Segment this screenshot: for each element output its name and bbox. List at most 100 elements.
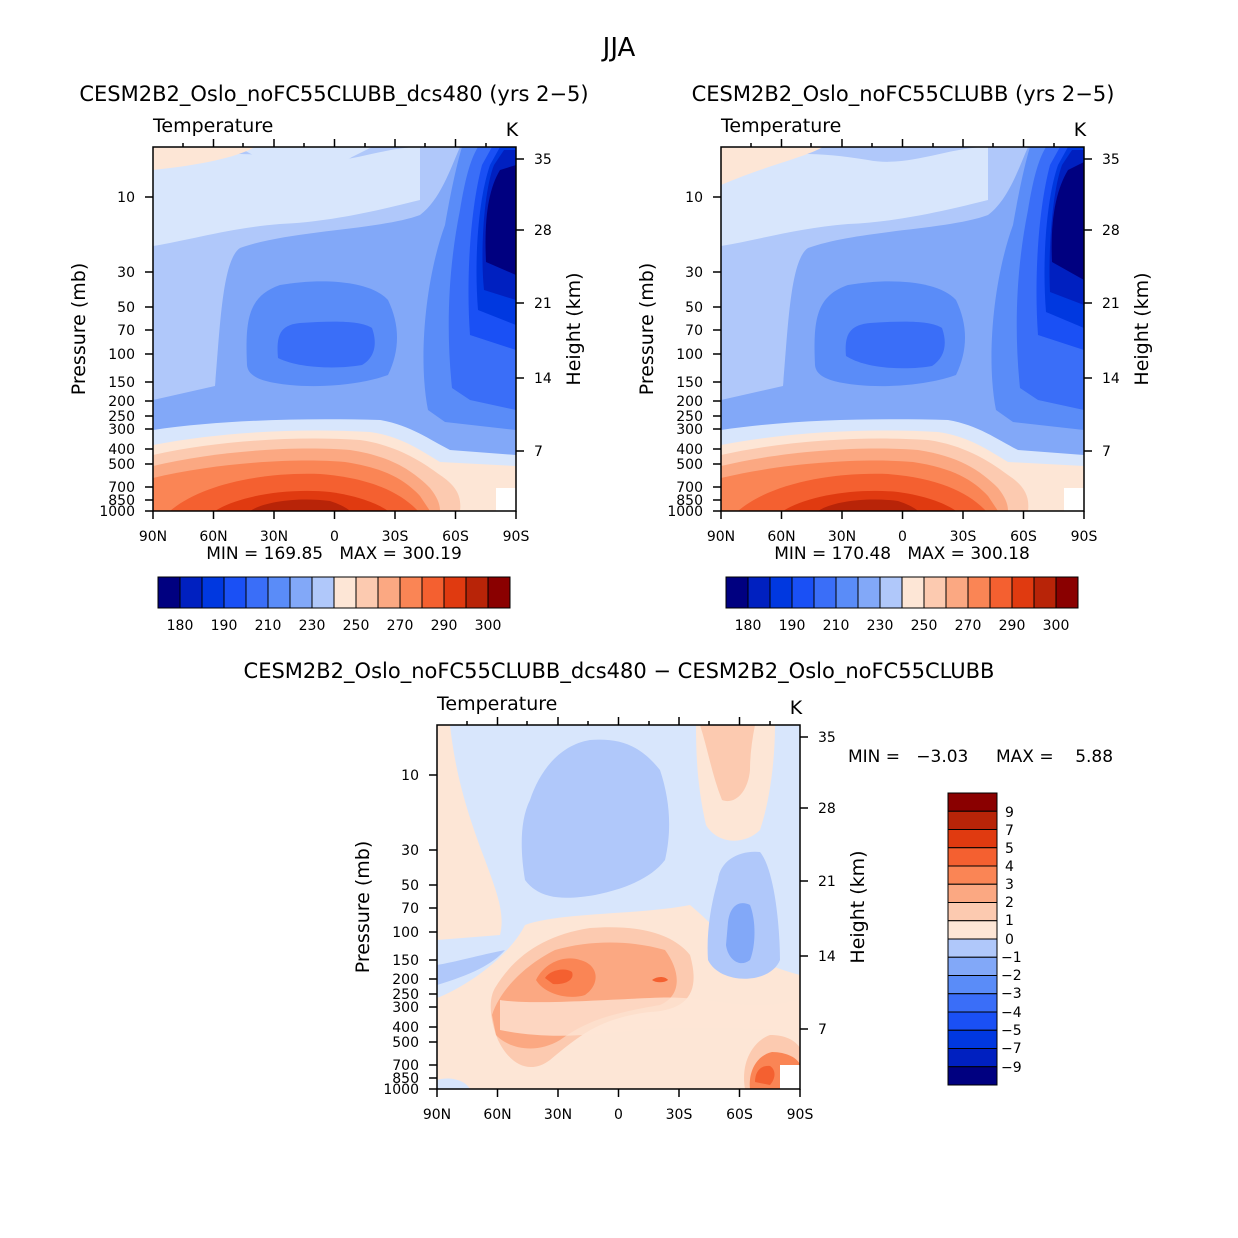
colorbar-box — [835, 576, 859, 609]
panel-a-x-tick-labels: 90N 60N 30N 0 30S 60S 90S — [139, 529, 530, 545]
panel-b: CESM2B2_Oslo_noFC55CLUBB (yrs 2−5) Tempe… — [636, 82, 1153, 634]
colorbar-label: −4 — [1001, 1005, 1022, 1021]
colorbar-box — [989, 576, 1013, 609]
y-tick-label: 300 — [108, 422, 135, 438]
colorbar-box — [813, 576, 837, 609]
y-right-tick-label: 28 — [818, 801, 836, 817]
colorbar-label: 250 — [343, 618, 370, 634]
y-tick-label: 10 — [117, 190, 135, 206]
panel-a: CESM2B2_Oslo_noFC55CLUBB_dcs480 (yrs 2−5… — [68, 82, 589, 634]
colorbar-box — [947, 792, 998, 812]
panel-c-fill-top-right-warm2 — [700, 725, 755, 802]
y-tick-label: 300 — [676, 422, 703, 438]
y-right-tick-label: 7 — [1102, 444, 1111, 460]
colorbar-box — [769, 576, 793, 609]
colorbar-box — [947, 1029, 998, 1049]
panel-c-fill-upper-trop-band — [500, 997, 800, 1036]
panel-a-missing-data — [496, 488, 516, 511]
x-tick-label: 30S — [950, 529, 977, 545]
colorbar-label: 230 — [867, 618, 894, 634]
panel-b-colorbar-boxes — [725, 576, 1079, 609]
panel-c-contour-field — [437, 725, 800, 1089]
y-right-tick-label: 21 — [1102, 296, 1120, 312]
y-tick-label: 500 — [108, 457, 135, 473]
y-tick-label: 30 — [401, 843, 419, 859]
panel-a-y-ticks — [145, 158, 524, 512]
y-tick-label: 400 — [676, 442, 703, 458]
panel-a-y-tick-labels: 10 30 50 70 100 150 200 250 300 400 500 … — [99, 152, 552, 520]
colorbar-label: −5 — [1001, 1023, 1022, 1039]
y-tick-label: 50 — [401, 878, 419, 894]
colorbar-box — [201, 576, 225, 609]
colorbar-label: 3 — [1005, 877, 1014, 893]
panel-b-colorbar: 180 190 210 230 250 270 290 300 — [725, 576, 1079, 634]
colorbar-label: 190 — [779, 618, 806, 634]
colorbar-box — [947, 902, 998, 922]
panel-c-fill-left-warm — [437, 725, 502, 940]
panel-c-fill-south-blue2 — [726, 903, 755, 964]
panel-b-units-label: K — [1074, 119, 1087, 141]
colorbar-label: 4 — [1005, 859, 1014, 875]
y-tick-label: 250 — [392, 987, 419, 1003]
colorbar-box — [947, 993, 998, 1013]
colorbar-label: 1 — [1005, 913, 1014, 929]
colorbar-box — [747, 576, 771, 609]
panel-c-fill-south-warm3 — [755, 1065, 775, 1085]
panel-a-y-axis-label: Pressure (mb) — [68, 263, 90, 396]
x-tick-label: 60N — [767, 529, 795, 545]
y-tick-label: 300 — [392, 1000, 419, 1016]
x-tick-label: 0 — [614, 1107, 623, 1123]
colorbar-label: 190 — [211, 618, 238, 634]
panel-a-x-ticks — [152, 139, 517, 519]
colorbar-label: −1 — [1001, 950, 1022, 966]
colorbar-label: 180 — [167, 618, 194, 634]
panel-a-stats: MIN = 169.85 MAX = 300.19 — [206, 544, 462, 564]
colorbar-label: 230 — [299, 618, 326, 634]
colorbar-label: 0 — [1005, 932, 1014, 948]
x-tick-label: 90N — [423, 1107, 451, 1123]
panel-a-title: CESM2B2_Oslo_noFC55CLUBB_dcs480 (yrs 2−5… — [79, 82, 588, 107]
panel-b-fill-corner-warm — [721, 147, 823, 185]
colorbar-box — [947, 847, 998, 867]
panel-b-y-axis-label: Pressure (mb) — [636, 263, 658, 396]
y-tick-label: 850 — [392, 1071, 419, 1087]
x-tick-label: 90S — [503, 529, 530, 545]
y-tick-label: 700 — [108, 480, 135, 496]
panel-c: CESM2B2_Oslo_noFC55CLUBB_dcs480 − CESM2B… — [244, 659, 1114, 1123]
colorbar-box — [1055, 576, 1079, 609]
y-right-tick-label: 35 — [534, 152, 552, 168]
x-tick-label: 60S — [726, 1107, 753, 1123]
x-tick-label: 90N — [139, 529, 167, 545]
y-tick-label: 10 — [685, 190, 703, 206]
colorbar-box — [879, 576, 903, 609]
panel-a-units-label: K — [506, 119, 519, 141]
panel-c-fill-warm-core2 — [545, 969, 573, 985]
x-tick-label: 90N — [707, 529, 735, 545]
colorbar-box — [947, 1066, 998, 1086]
panel-a-fill-blue-core — [277, 321, 375, 368]
panel-a-fill-corner-warm — [153, 147, 255, 170]
y-tick-label: 150 — [108, 375, 135, 391]
y-tick-label: 700 — [392, 1058, 419, 1074]
colorbar-label: 270 — [955, 618, 982, 634]
panel-b-x-ticks — [720, 139, 1085, 519]
y-tick-label: 100 — [108, 347, 135, 363]
colorbar-label: 290 — [999, 618, 1026, 634]
x-tick-label: 30N — [260, 529, 288, 545]
y-tick-label: 850 — [676, 493, 703, 509]
x-tick-label: 30S — [666, 1107, 693, 1123]
y-tick-label: 100 — [392, 925, 419, 941]
panel-b-missing-data — [1064, 488, 1084, 511]
colorbar-label: 9 — [1005, 805, 1014, 821]
y-right-tick-label: 35 — [818, 730, 836, 746]
colorbar-box — [947, 975, 998, 995]
colorbar-label: 5 — [1005, 841, 1014, 857]
colorbar-label: 2 — [1005, 895, 1014, 911]
colorbar-box — [333, 576, 357, 609]
colorbar-label: 300 — [1043, 618, 1070, 634]
panel-c-units-label: K — [790, 697, 803, 719]
colorbar-box — [179, 576, 203, 609]
panel-c-colorbar-boxes — [947, 792, 998, 1086]
y-tick-label: 1000 — [383, 1082, 419, 1098]
panel-b-fill-south-blue6 — [1051, 162, 1084, 280]
